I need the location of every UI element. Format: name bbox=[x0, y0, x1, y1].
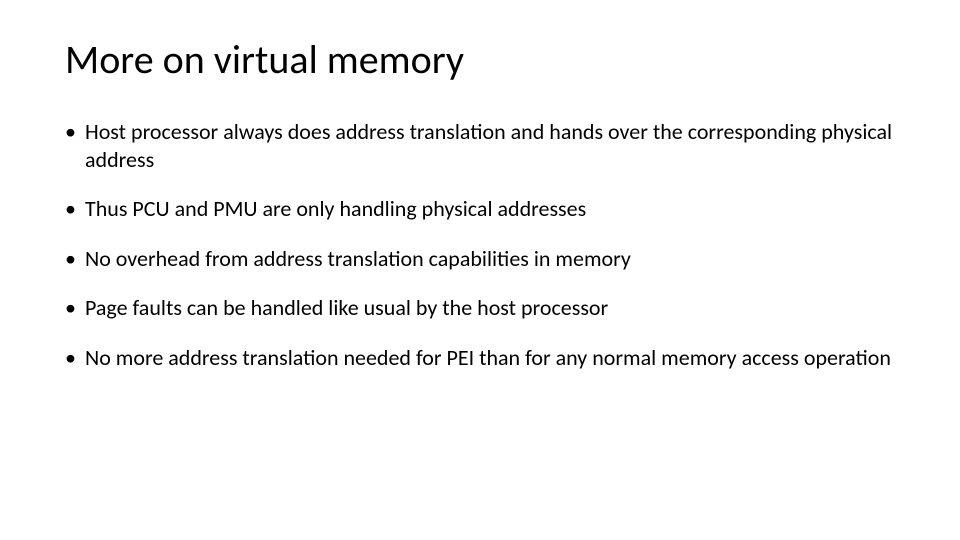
list-item: No overhead from address translation cap… bbox=[65, 245, 895, 273]
list-item: Page faults can be handled like usual by… bbox=[65, 294, 895, 322]
slide-title: More on virtual memory bbox=[65, 38, 895, 82]
list-item: No more address translation needed for P… bbox=[65, 344, 895, 372]
list-item: Host processor always does address trans… bbox=[65, 118, 895, 173]
list-item: Thus PCU and PMU are only handling physi… bbox=[65, 195, 895, 223]
bullet-list: Host processor always does address trans… bbox=[65, 118, 895, 371]
slide: More on virtual memory Host processor al… bbox=[0, 0, 960, 540]
